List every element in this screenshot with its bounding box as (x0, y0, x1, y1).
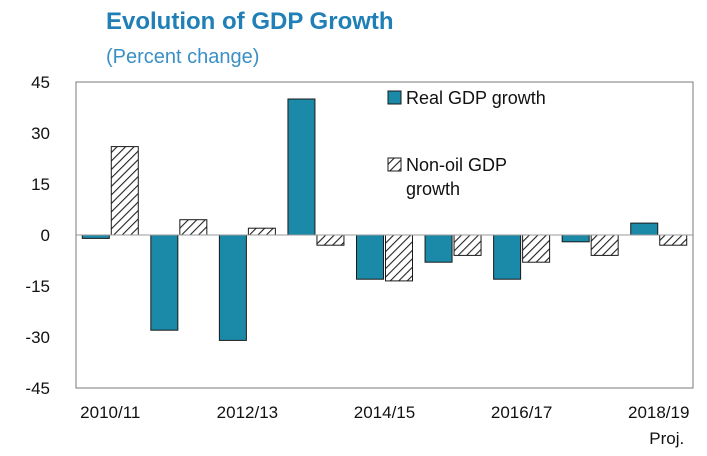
bar-real-gdp (81, 234, 110, 239)
bar-nonoil-gdp (179, 219, 208, 236)
y-tick-label: -30 (25, 328, 50, 347)
legend: Real GDP growth Non-oil GDP growth (387, 88, 546, 199)
bar-real-gdp (424, 234, 453, 263)
x-tick-label: 2016/17 (491, 403, 552, 422)
bar-nonoil-gdp (659, 234, 688, 246)
legend-swatch-real (387, 90, 402, 105)
y-tick-label: 0 (41, 226, 50, 245)
legend-label-real: Real GDP growth (406, 88, 546, 108)
x-axis: 2010/11 2012/13 2014/15 2016/17 2018/19 Proj. (80, 403, 689, 448)
bar-nonoil-gdp (453, 234, 482, 256)
bar-real-gdp (561, 234, 590, 243)
y-tick-label: -15 (25, 277, 50, 296)
bar-real-gdp (218, 234, 247, 341)
bar-real-gdp (150, 234, 179, 331)
bar-nonoil-gdp (316, 234, 345, 246)
legend-label-nonoil: Non-oil GDP growth (406, 155, 507, 199)
y-tick-label: -45 (25, 379, 50, 398)
bar-real-gdp (630, 222, 659, 236)
x-tick-label: 2010/11 (80, 403, 140, 422)
y-tick-label: 30 (31, 124, 50, 143)
bar-nonoil-gdp (590, 234, 619, 256)
bar-nonoil-gdp (247, 227, 276, 236)
x-tick-label: 2014/15 (354, 403, 415, 422)
bar-real-gdp (493, 234, 522, 280)
y-tick-label: 45 (31, 73, 50, 92)
bar-nonoil-gdp (385, 234, 413, 282)
bar-real-gdp (356, 234, 384, 280)
chart-title: Evolution of GDP Growth (106, 8, 394, 35)
y-tick-label: 15 (31, 175, 50, 194)
bar-nonoil-gdp (522, 234, 551, 263)
bar-real-gdp (287, 98, 316, 236)
y-axis: 45 30 15 0 -15 -30 -45 (25, 73, 50, 398)
chart-subtitle: (Percent change) (106, 46, 260, 68)
bars (81, 98, 688, 341)
legend-swatch-nonoil (387, 157, 402, 172)
x-tick-sublabel: Proj. (649, 429, 684, 448)
bar-nonoil-gdp (110, 146, 139, 236)
x-tick-label: 2018/19 (628, 403, 689, 422)
x-tick-label: 2012/13 (217, 403, 278, 422)
